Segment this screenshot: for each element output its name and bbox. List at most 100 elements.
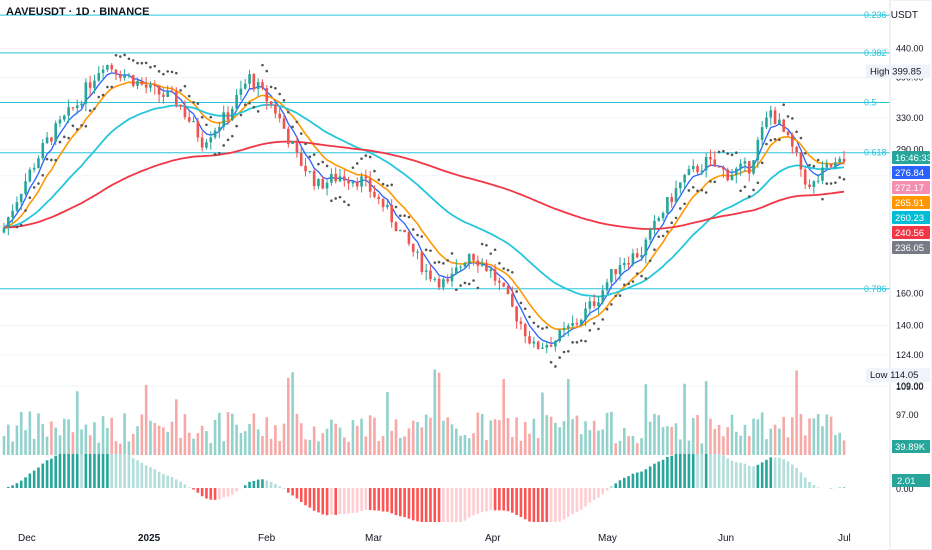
oscillator-bar: [308, 488, 312, 508]
volume-bar: [670, 426, 673, 455]
volume-bar: [605, 412, 609, 455]
candle-body: [123, 75, 126, 78]
sar-dot: [747, 195, 751, 198]
volume-bar: [795, 370, 798, 455]
oscillator-bar: [743, 463, 747, 488]
volume-tick-label: 109.00: [896, 382, 924, 392]
oscillator-bar: [317, 488, 320, 513]
candle-body: [256, 82, 260, 89]
sar-dot: [205, 123, 208, 127]
candle-body: [519, 321, 523, 324]
y-tick-label: 124.00: [896, 350, 924, 360]
volume-bar: [411, 420, 415, 455]
oscillator-bar: [437, 488, 441, 522]
candle-body: [235, 94, 238, 109]
volume-bar: [321, 433, 325, 455]
candle-body: [295, 142, 299, 153]
candle-body: [312, 170, 316, 187]
x-tick-label: May: [598, 533, 617, 544]
oscillator-bar: [200, 488, 204, 497]
sar-dot: [166, 70, 169, 73]
sar-dot: [666, 230, 669, 233]
oscillator-bar: [627, 476, 630, 488]
candle-body: [381, 198, 385, 208]
sar-dot: [743, 185, 747, 189]
sar-dot: [304, 142, 307, 146]
oscillator-bar: [123, 454, 126, 488]
sar-dot: [571, 341, 574, 344]
sar-dot: [209, 115, 213, 119]
sar-dot: [93, 107, 96, 111]
volume-bar: [696, 414, 699, 455]
price-tag-bg: [892, 151, 930, 164]
sar-dot: [360, 157, 363, 160]
oscillator-bar: [610, 486, 613, 488]
candle-body: [653, 220, 656, 229]
volume-bar: [88, 435, 92, 455]
oscillator-bar: [545, 488, 549, 522]
price-tag: 276.84: [895, 168, 924, 179]
volume-bar: [226, 412, 230, 455]
oscillator-bar: [131, 458, 135, 488]
volume-bar: [123, 413, 126, 455]
sar-dot: [700, 188, 704, 192]
sar-dot: [179, 89, 182, 92]
sar-dot: [623, 283, 626, 287]
oscillator-bar: [528, 488, 531, 522]
sar-dot: [71, 124, 75, 128]
candle-body: [411, 243, 415, 252]
oscillator-bar: [394, 488, 398, 516]
volume-bar: [7, 424, 10, 455]
sar-dot: [32, 186, 36, 189]
candle-body: [2, 227, 6, 233]
volume-bar: [657, 415, 661, 455]
candle-body: [75, 105, 79, 109]
oscillator-bar: [696, 454, 699, 488]
candle-body: [661, 212, 665, 219]
oscillator-bar: [799, 472, 803, 488]
price-scale[interactable]: [889, 0, 932, 550]
volume-bar: [567, 378, 570, 455]
oscillator-bar: [175, 479, 178, 488]
candle-body: [472, 254, 475, 261]
candle-body: [567, 325, 570, 329]
sar-dot: [261, 63, 264, 67]
volume-bar: [67, 419, 70, 455]
oscillator-bar: [498, 488, 501, 511]
y-tick-label: 140.00: [896, 321, 924, 331]
oscillator-bar: [88, 454, 92, 488]
volume-bar: [187, 432, 191, 455]
oscillator-bar: [631, 473, 635, 488]
oscillator-bar: [549, 488, 553, 522]
volume-bar: [282, 423, 286, 455]
volume-bar: [162, 427, 165, 455]
candle-body: [15, 202, 19, 211]
sar-dot: [424, 248, 428, 252]
sar-dot: [437, 260, 441, 264]
sar-dot: [769, 138, 773, 142]
oscillator-bar: [278, 486, 281, 488]
oscillator-bar: [640, 471, 643, 488]
volume-bar: [170, 421, 174, 455]
sar-dot: [795, 130, 798, 134]
price-tag-bg: [892, 241, 930, 254]
candle-body: [54, 123, 57, 142]
candle-body: [528, 336, 531, 344]
candle-body: [63, 115, 66, 120]
oscillator-bar: [424, 488, 428, 522]
sar-dot: [812, 164, 816, 168]
price-tag: 272.17: [895, 183, 924, 194]
oscillator-bar: [588, 488, 592, 503]
candle-body: [299, 152, 303, 166]
oscillator-bar: [442, 488, 445, 522]
oscillator-bar: [153, 469, 157, 488]
oscillator-bar: [635, 472, 639, 488]
sar-dot: [493, 248, 497, 252]
sar-dot: [605, 307, 609, 311]
sar-dot: [541, 327, 544, 330]
sar-dot: [308, 155, 312, 159]
oscillator-bar: [226, 488, 230, 497]
volume-bar: [816, 414, 820, 455]
volume-bar: [467, 438, 471, 455]
